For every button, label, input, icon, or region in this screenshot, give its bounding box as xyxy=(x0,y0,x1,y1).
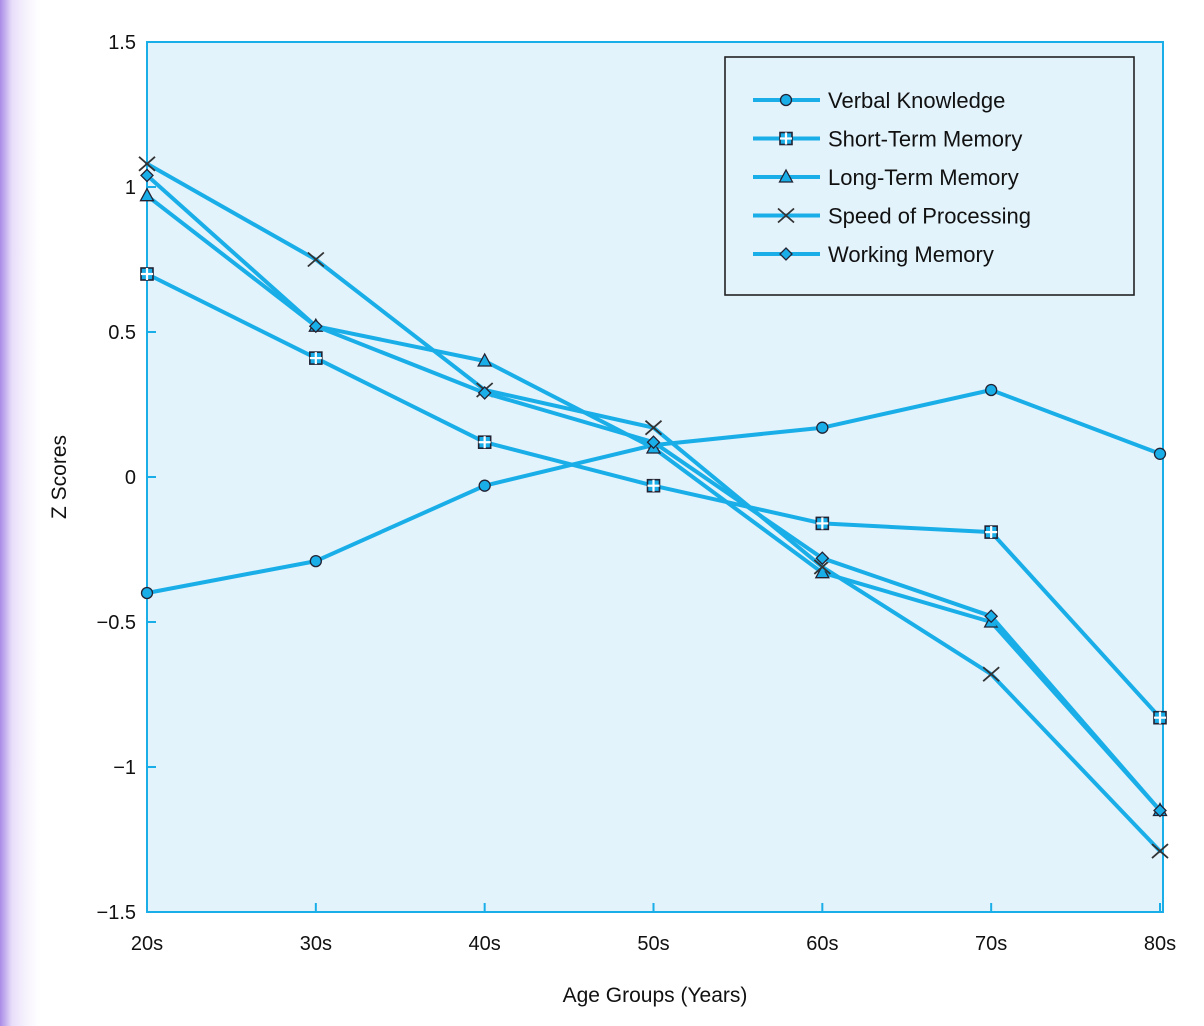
data-point-verbal-knowledge xyxy=(478,479,491,492)
legend-item-short-term-memory: Short-Term Memory xyxy=(753,127,1022,152)
data-point-working-memory xyxy=(1153,803,1167,818)
y-tick-label: 0.5 xyxy=(108,322,136,344)
y-tick-label: −1 xyxy=(113,757,136,779)
legend: Verbal Knowledge Short-Term Memory Long-Te… xyxy=(724,56,1135,296)
data-point-working-memory xyxy=(477,385,492,400)
data-point-working-memory xyxy=(646,435,661,450)
legend-label: Verbal Knowledge xyxy=(828,88,1005,113)
legend-label: Speed of Processing xyxy=(828,204,1031,229)
x-tick-label: 70s xyxy=(975,933,1007,955)
data-point-verbal-knowledge xyxy=(985,383,998,397)
y-tick-label: −1.5 xyxy=(97,902,136,924)
x-tick-label: 40s xyxy=(469,933,501,955)
data-point-long-term-memory xyxy=(814,564,830,579)
legend-label: Long-Term Memory xyxy=(828,165,1019,190)
data-point-working-memory xyxy=(815,551,830,566)
x-tick-label: 60s xyxy=(806,933,838,955)
x-tick-label: 50s xyxy=(637,933,669,955)
data-point-verbal-knowledge xyxy=(1153,447,1167,460)
series-working-memory xyxy=(140,168,1167,818)
y-tick-label: 1 xyxy=(125,177,136,199)
legend-item-verbal-knowledge: Verbal Knowledge xyxy=(753,88,1005,113)
data-point-short-term-memory xyxy=(984,525,998,539)
data-point-long-term-memory xyxy=(477,352,493,367)
legend-marker-short-term-memory xyxy=(779,131,793,146)
data-point-speed-of-processing xyxy=(644,420,663,436)
x-axis: 20s 30s 40s 50s 60s 70s 80s xyxy=(131,903,1176,955)
data-point-short-term-memory xyxy=(1153,710,1167,725)
data-point-working-memory xyxy=(984,609,999,624)
legend-marker-speed-of-processing xyxy=(777,207,795,224)
series-short-term-memory xyxy=(140,267,1167,725)
series-speed-of-processing xyxy=(138,156,1169,859)
y-tick-label: 0 xyxy=(125,467,136,489)
legend-marker-verbal-knowledge xyxy=(779,93,793,107)
x-tick-label: 20s xyxy=(131,933,163,955)
legend-marker-long-term-memory xyxy=(778,168,794,183)
y-tick-label: −0.5 xyxy=(97,612,136,634)
data-point-speed-of-processing xyxy=(813,559,831,575)
data-point-verbal-knowledge xyxy=(309,554,322,568)
x-tick-label: 30s xyxy=(300,933,332,955)
data-point-speed-of-processing xyxy=(1151,843,1169,859)
y-axis: 1.5 1 0.5 0 −0.5 −1 −1.5 xyxy=(97,32,156,924)
legend-label: Working Memory xyxy=(828,242,994,267)
data-point-short-term-memory xyxy=(309,351,323,365)
y-axis-title: Z Scores xyxy=(48,435,71,519)
legend-item-long-term-memory: Long-Term Memory xyxy=(753,165,1019,190)
data-point-short-term-memory xyxy=(815,516,830,531)
data-point-speed-of-processing xyxy=(307,251,325,268)
legend-item-speed-of-processing: Speed of Processing xyxy=(753,204,1031,229)
data-point-short-term-memory xyxy=(140,267,154,281)
legend-label: Short-Term Memory xyxy=(828,127,1022,152)
data-point-working-memory xyxy=(140,168,154,183)
data-point-verbal-knowledge xyxy=(816,421,829,434)
data-point-speed-of-processing xyxy=(138,156,156,172)
data-point-speed-of-processing xyxy=(982,666,1000,682)
legend-marker-working-memory xyxy=(779,247,793,261)
data-point-long-term-memory xyxy=(139,187,155,202)
data-point-verbal-knowledge xyxy=(140,586,154,600)
legend-item-working-memory: Working Memory xyxy=(753,242,994,267)
y-tick-label: 1.5 xyxy=(108,32,136,54)
data-point-short-term-memory xyxy=(646,478,661,493)
series-layer xyxy=(138,156,1169,859)
x-axis-title: Age Groups (Years) xyxy=(563,984,748,1007)
data-point-working-memory xyxy=(308,319,323,334)
x-tick-label: 80s xyxy=(1144,933,1176,955)
data-point-short-term-memory xyxy=(477,435,492,450)
